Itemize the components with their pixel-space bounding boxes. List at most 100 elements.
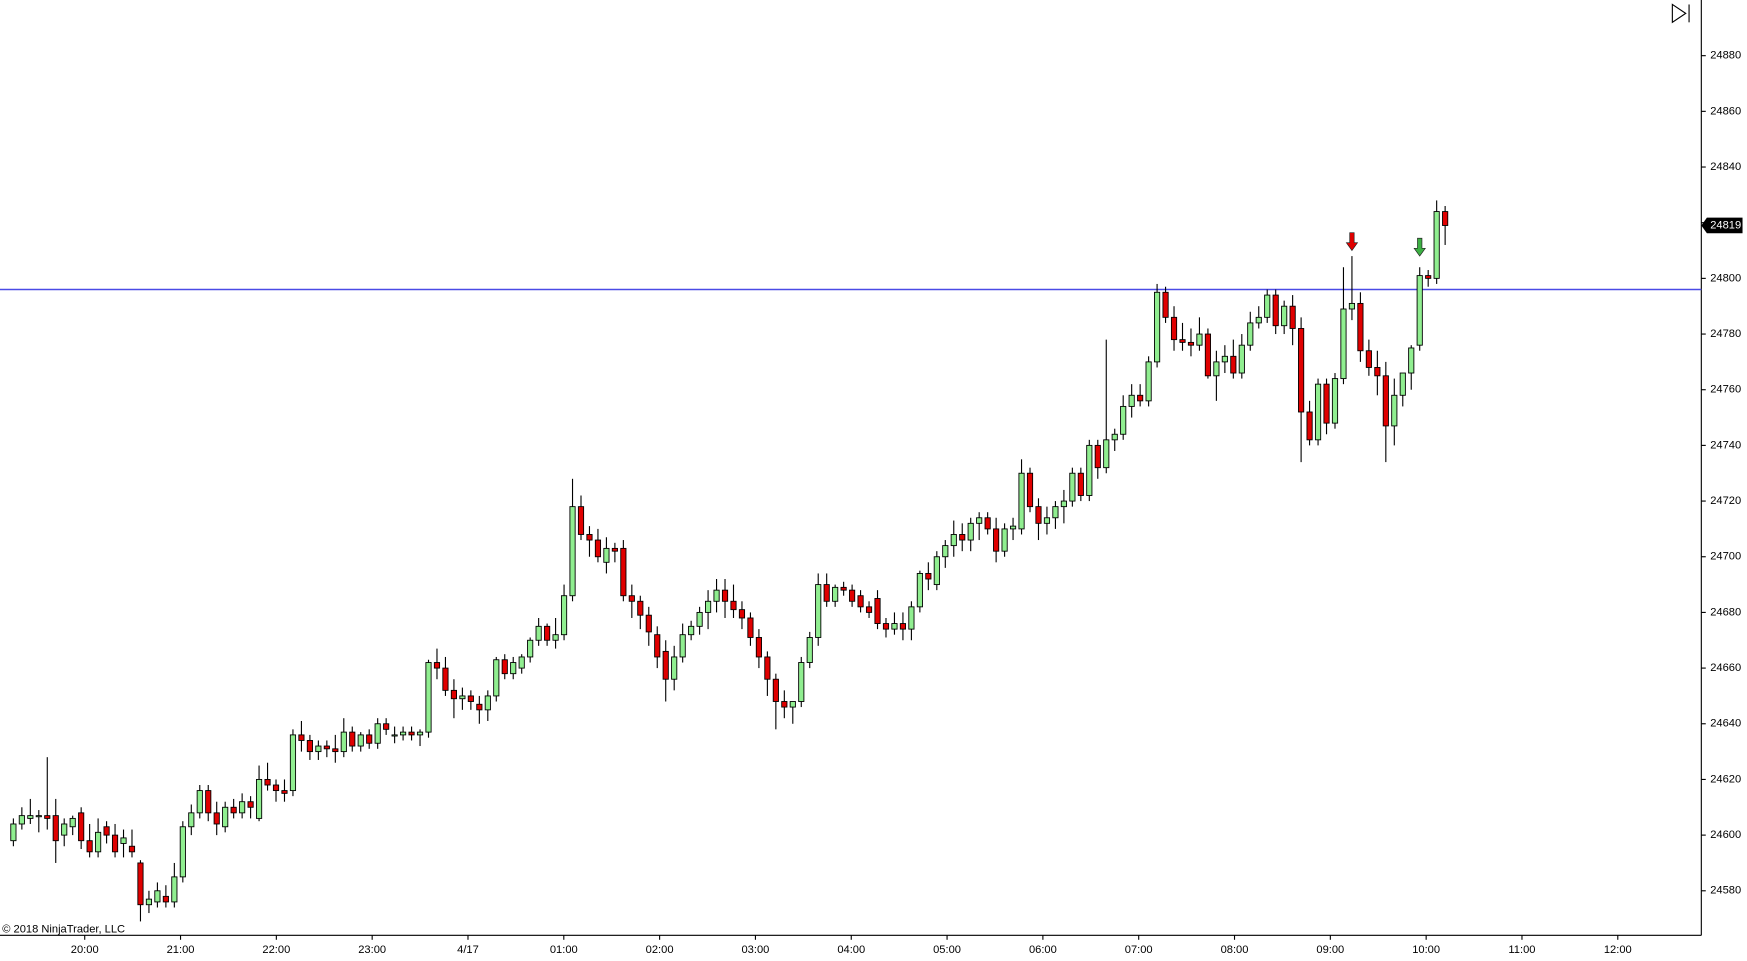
candle: [925, 562, 932, 591]
candle: [1170, 306, 1178, 351]
candle: [527, 637, 534, 663]
candle: [1069, 467, 1076, 507]
scroll-end-button[interactable]: [1671, 3, 1690, 24]
candle: [1382, 361, 1389, 463]
candle: [806, 631, 813, 669]
candle: [1060, 489, 1067, 524]
candle-body: [95, 831, 102, 853]
candle-body: [1289, 305, 1296, 329]
candle-body: [366, 734, 373, 744]
candle-body: [78, 812, 85, 842]
candle: [671, 645, 678, 691]
candle: [1179, 322, 1186, 351]
y-tick-label: 24840: [1710, 161, 1741, 173]
candle-body: [1374, 367, 1381, 377]
candle-body: [1001, 528, 1008, 552]
candle: [459, 687, 466, 710]
candle: [721, 579, 729, 618]
candle: [1408, 345, 1415, 390]
candle: [425, 659, 432, 738]
candle-body: [882, 623, 890, 630]
candle: [1348, 256, 1356, 321]
x-tick-label: 07:00: [1125, 944, 1153, 956]
candle-body: [1416, 275, 1423, 346]
candle-body: [416, 731, 424, 736]
candle-body: [289, 734, 297, 792]
candle: [874, 590, 881, 630]
candle: [1374, 350, 1381, 396]
candle: [1399, 372, 1406, 407]
candle: [442, 656, 449, 696]
y-tick-label: 24780: [1710, 328, 1741, 340]
candle: [323, 740, 330, 758]
candle-body: [179, 826, 186, 878]
candle-body: [340, 731, 347, 753]
x-tick-label: 22:00: [262, 944, 290, 956]
candle-body: [349, 731, 356, 747]
candle: [1094, 439, 1101, 479]
x-tick-label: 03:00: [742, 944, 770, 956]
y-tick-label: 24700: [1710, 551, 1741, 563]
candle-body: [1391, 394, 1398, 427]
candle-body: [391, 734, 398, 737]
candle: [899, 612, 907, 641]
candle-body: [586, 534, 593, 541]
candle-body: [196, 790, 203, 814]
candle-body: [1137, 394, 1144, 402]
candle-body: [798, 662, 805, 702]
candle: [44, 757, 51, 830]
candle: [1442, 205, 1449, 245]
candle: [10, 818, 17, 847]
candle: [247, 796, 254, 819]
candle-body: [86, 840, 93, 853]
candle-body: [433, 662, 441, 669]
candle: [188, 804, 195, 836]
candle-body: [332, 748, 339, 753]
candle-body: [52, 815, 59, 842]
candle-body: [69, 817, 76, 828]
candle-body: [374, 723, 381, 744]
candle: [535, 617, 542, 646]
candle: [171, 862, 178, 908]
candle-body: [976, 517, 983, 524]
candle: [332, 734, 339, 763]
candle-body: [1187, 341, 1195, 346]
candle: [315, 740, 322, 760]
candle: [196, 785, 203, 819]
candle: [798, 656, 805, 708]
candle-body: [27, 815, 34, 819]
candle: [289, 729, 297, 797]
candle-body: [705, 600, 712, 613]
candle-body: [544, 625, 551, 641]
candle: [61, 818, 68, 847]
candle-body: [1052, 506, 1059, 519]
candle-body: [10, 823, 17, 842]
candle: [103, 821, 110, 844]
candle-body: [1230, 355, 1237, 374]
candle-body: [1221, 355, 1228, 363]
candle-body: [628, 595, 635, 602]
candle-body: [1094, 444, 1101, 469]
candle-body: [222, 806, 229, 828]
candle: [882, 617, 890, 638]
candle-body: [264, 778, 271, 786]
candle-body: [145, 898, 153, 906]
candle-body: [1204, 333, 1211, 377]
y-tick-label: 24640: [1710, 718, 1741, 730]
candle-body: [916, 572, 923, 608]
candle: [1255, 306, 1262, 329]
y-tick-label: 24800: [1710, 272, 1741, 284]
candle-body: [738, 609, 746, 619]
candle-body: [281, 790, 288, 794]
candle-body: [1111, 433, 1118, 441]
y-tick-label: 24660: [1710, 662, 1741, 674]
candle: [1425, 270, 1432, 287]
candle: [933, 551, 940, 591]
candle-body: [772, 678, 779, 702]
candle: [137, 860, 144, 922]
candle-body: [611, 547, 618, 552]
x-tick-label: 01:00: [550, 944, 578, 956]
candle: [1323, 378, 1330, 435]
candle-body: [1043, 517, 1051, 524]
candle-body: [1128, 394, 1135, 407]
